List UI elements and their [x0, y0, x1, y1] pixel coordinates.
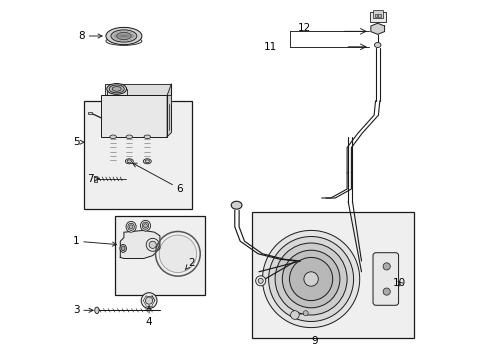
Text: 4: 4	[145, 306, 152, 327]
Ellipse shape	[129, 225, 133, 229]
Bar	[94, 176, 97, 182]
Ellipse shape	[126, 135, 132, 139]
Text: 9: 9	[311, 336, 317, 346]
Ellipse shape	[117, 32, 131, 40]
Circle shape	[258, 278, 263, 283]
Ellipse shape	[143, 159, 151, 164]
Polygon shape	[370, 23, 384, 34]
Ellipse shape	[126, 221, 136, 232]
Ellipse shape	[127, 223, 134, 230]
Text: 10: 10	[392, 278, 405, 288]
Text: 12: 12	[297, 23, 310, 33]
Text: 3: 3	[73, 305, 93, 315]
Ellipse shape	[144, 135, 150, 139]
Text: 8: 8	[78, 31, 102, 41]
Ellipse shape	[95, 307, 99, 314]
Text: 5: 5	[73, 137, 84, 147]
Circle shape	[303, 311, 307, 316]
Circle shape	[146, 238, 159, 251]
Bar	[88, 112, 92, 114]
Ellipse shape	[140, 220, 150, 231]
Polygon shape	[167, 84, 171, 137]
Bar	[101, 95, 167, 137]
Circle shape	[282, 250, 339, 308]
Text: 2: 2	[185, 258, 194, 270]
Circle shape	[262, 230, 359, 328]
Circle shape	[141, 293, 157, 309]
Circle shape	[145, 297, 152, 304]
Circle shape	[289, 257, 332, 301]
Circle shape	[255, 276, 265, 286]
Ellipse shape	[125, 159, 133, 164]
Bar	[115, 216, 204, 295]
Text: 11: 11	[264, 42, 277, 52]
Ellipse shape	[145, 160, 149, 163]
Ellipse shape	[110, 135, 116, 139]
Bar	[372, 10, 382, 18]
Bar	[251, 212, 413, 338]
Circle shape	[275, 243, 346, 315]
Ellipse shape	[142, 222, 148, 229]
Ellipse shape	[127, 160, 131, 163]
Ellipse shape	[106, 84, 126, 94]
Polygon shape	[120, 230, 160, 258]
Circle shape	[149, 241, 156, 248]
Ellipse shape	[121, 246, 125, 251]
Bar	[84, 101, 192, 209]
Ellipse shape	[109, 85, 124, 93]
Ellipse shape	[143, 224, 147, 228]
Ellipse shape	[374, 42, 380, 48]
Ellipse shape	[106, 27, 142, 45]
Bar	[377, 14, 380, 17]
Ellipse shape	[231, 201, 242, 209]
Circle shape	[382, 263, 389, 270]
Polygon shape	[104, 84, 171, 95]
Ellipse shape	[106, 37, 142, 45]
Circle shape	[268, 237, 353, 321]
Circle shape	[159, 235, 196, 273]
Bar	[374, 14, 377, 17]
Text: 7: 7	[87, 174, 99, 184]
Bar	[369, 12, 385, 22]
Text: 6: 6	[132, 163, 183, 194]
Circle shape	[290, 311, 299, 319]
Ellipse shape	[112, 87, 121, 91]
Ellipse shape	[120, 244, 126, 252]
Ellipse shape	[111, 30, 137, 42]
Circle shape	[382, 288, 389, 295]
FancyBboxPatch shape	[372, 253, 398, 305]
Text: 1: 1	[73, 236, 116, 246]
Circle shape	[303, 272, 318, 286]
